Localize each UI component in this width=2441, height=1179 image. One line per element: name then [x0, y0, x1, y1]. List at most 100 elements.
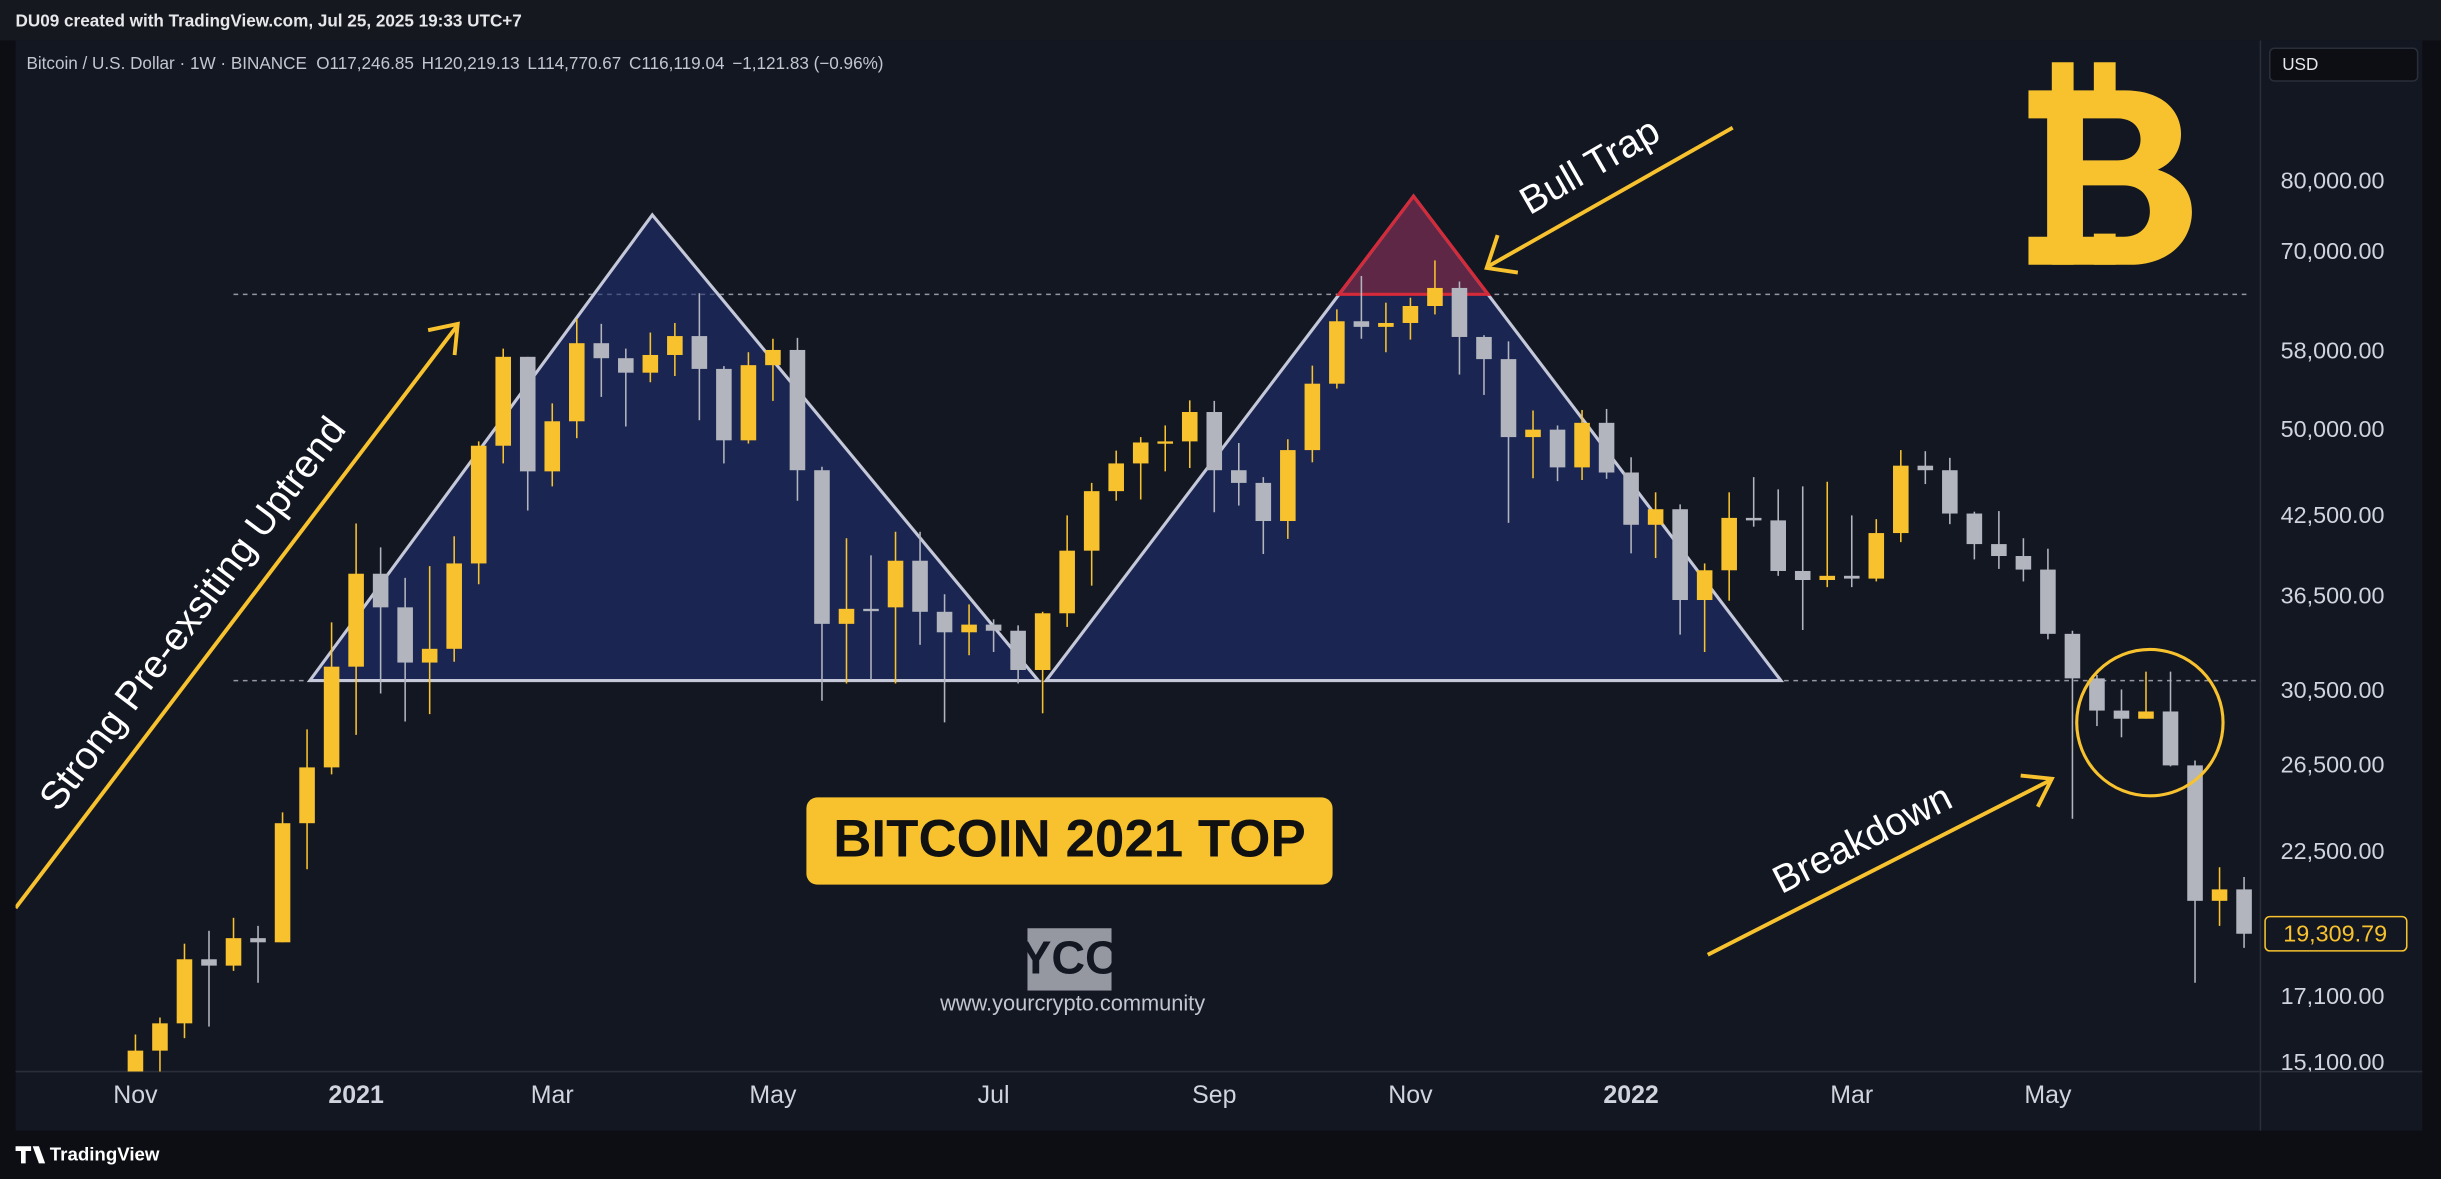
candle-body: [127, 1050, 144, 1072]
candle-body: [1794, 570, 1811, 581]
bull-trap-triangle: [1335, 193, 1492, 296]
candle-body: [618, 358, 634, 373]
x-tick-label: May: [2024, 1081, 2072, 1109]
candle-body: [740, 365, 757, 441]
y-tick-label: 17,100.00: [2281, 983, 2385, 1009]
x-tick-label: Nov: [113, 1081, 158, 1109]
candle-body: [1942, 470, 1958, 514]
currency-button[interactable]: [2268, 47, 2419, 82]
last-price-label: 19,309.79: [2283, 920, 2387, 946]
candle-body: [691, 336, 708, 369]
y-tick-label: 30,500.00: [2281, 677, 2385, 703]
x-tick-label: Jul: [978, 1081, 1010, 1109]
candle-body: [1721, 517, 1737, 571]
candle-body: [1647, 509, 1664, 525]
candle-body: [1329, 321, 1345, 384]
candle-body: [2236, 889, 2252, 934]
candle-body: [1255, 482, 1272, 522]
candle-body: [1500, 359, 1517, 438]
time-axis: Nov 2021 Mar May Jul Sep Nov 2022 Mar May: [113, 1081, 2072, 1109]
candle-body: [421, 648, 438, 663]
candle-body: [593, 343, 610, 359]
y-tick-label: 15,100.00: [2281, 1049, 2385, 1075]
candle-body: [936, 611, 953, 633]
candle-body: [225, 938, 242, 966]
bitcoin-logo: [2028, 90, 2192, 265]
candle-body: [446, 563, 462, 649]
candle-body: [814, 470, 830, 624]
candle-body: [1745, 517, 1762, 521]
candle-body: [1672, 509, 1688, 601]
breakdown-arrow: [1706, 778, 2052, 957]
footer-text: TradingView: [50, 1144, 160, 1165]
candle-body: [912, 560, 928, 612]
candle-body: [1181, 412, 1198, 442]
y-tick-label: 26,500.00: [2281, 752, 2385, 778]
candle-body: [1427, 287, 1443, 307]
candle-body: [201, 959, 217, 966]
x-tick-label: Sep: [1192, 1081, 1236, 1109]
candle-body: [1280, 450, 1296, 522]
candle-body: [1549, 429, 1566, 468]
candle-body: [299, 767, 315, 824]
candle-body: [2162, 711, 2179, 766]
candle-body: [397, 607, 413, 663]
candle-body: [1868, 533, 1885, 579]
candle-body: [1083, 491, 1100, 551]
candle-body: [2187, 765, 2203, 901]
candle-body: [2211, 889, 2228, 901]
candle-body: [2015, 556, 2032, 570]
right-peak-triangle: [1043, 193, 1785, 683]
y-tick-label: 80,000.00: [2281, 167, 2385, 193]
banner-text: BITCOIN 2021 TOP: [833, 810, 1306, 869]
last-price-box: [2264, 915, 2408, 952]
candle-body: [863, 608, 879, 612]
candle-body: [1378, 322, 1394, 327]
currency-label[interactable]: USD: [2282, 55, 2318, 74]
breakdown-arrowhead: [2020, 773, 2055, 808]
candle-body: [1917, 465, 1934, 471]
candle-body: [1402, 306, 1419, 323]
candle-body: [372, 573, 389, 608]
bull-trap-arrowhead: [1484, 234, 1519, 275]
candle-body: [1623, 472, 1639, 525]
candle-body: [274, 823, 291, 943]
tradingview-logo: [15, 1146, 46, 1164]
candle-body: [1819, 575, 1836, 581]
y-tick-label: 22,500.00: [2281, 838, 2385, 864]
candle-body: [250, 938, 266, 943]
candle-body: [667, 336, 683, 355]
candle-body: [176, 959, 193, 1024]
candle-body: [1059, 550, 1075, 614]
candle-body: [1451, 287, 1468, 337]
candle-body: [1010, 630, 1026, 670]
candle-body: [470, 445, 487, 564]
uptrend-arrowhead: [427, 321, 460, 356]
candle-body: [1966, 513, 1983, 545]
y-tick-label: 36,500.00: [2281, 582, 2385, 608]
candle-body: [2064, 633, 2081, 679]
quote-low: L114,770.67: [527, 53, 621, 72]
ycc-url: www.yourcrypto.community: [939, 990, 1205, 1015]
candle-body: [1843, 575, 1860, 579]
symbol: Bitcoin / U.S. Dollar · 1W · BINANCE: [26, 53, 306, 72]
candle-body: [765, 349, 781, 366]
y-tick-label: 58,000.00: [2281, 337, 2385, 363]
candle-body: [1574, 422, 1590, 468]
candle-body: [789, 349, 806, 471]
header-text: DU09 created with TradingView.com, Jul 2…: [16, 11, 522, 30]
quote-open: O117,246.85: [316, 53, 414, 72]
candles: [127, 260, 2252, 1072]
x-tick-label: Nov: [1388, 1081, 1433, 1109]
candle-body: [2089, 678, 2105, 711]
candle-body: [1696, 570, 1713, 601]
candle-body: [323, 666, 340, 768]
ycc-logo: YCC: [1020, 931, 1119, 983]
candle-body: [1893, 465, 1909, 534]
candle-body: [1598, 422, 1615, 473]
candle-body: [2040, 569, 2056, 634]
y-tick-label: 50,000.00: [2281, 416, 2385, 442]
candle-body: [2113, 710, 2130, 719]
uptrend-arrow: [15, 325, 458, 910]
candle-body: [1525, 429, 1541, 438]
